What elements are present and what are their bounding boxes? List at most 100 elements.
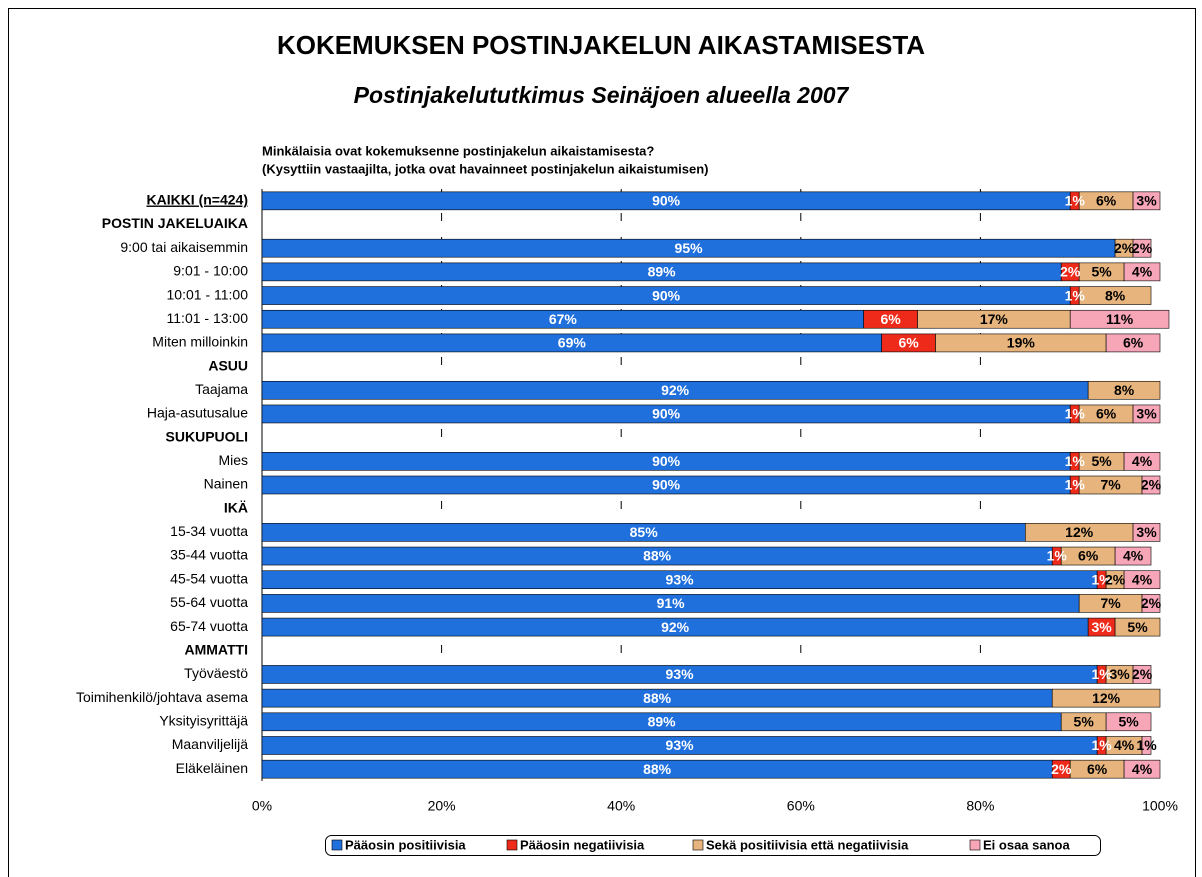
- value-label: 90%: [652, 406, 681, 422]
- frame: [8, 8, 1196, 877]
- bar-segment: [1141, 736, 1152, 755]
- y-tick-label: Haja-asutusalue: [147, 405, 248, 421]
- value-label: 89%: [648, 264, 677, 280]
- legend-swatch: [331, 839, 343, 851]
- value-label: 12%: [1092, 690, 1121, 706]
- x-tick-label: 0%: [252, 798, 272, 814]
- chart-title: KOKEMUKSEN POSTINJAKELUN AIKASTAMISESTA: [277, 30, 925, 60]
- chart-subtitle: Postinjakelututkimus Seinäjoen alueella …: [354, 82, 850, 108]
- value-label: 6%: [880, 311, 901, 327]
- x-tick-label: 20%: [428, 798, 456, 814]
- value-label: 1%: [1092, 571, 1113, 587]
- value-label: 1%: [1092, 737, 1113, 753]
- value-label: 1%: [1047, 548, 1068, 564]
- y-tick-label: SUKUPUOLI: [166, 428, 248, 444]
- value-label: 1%: [1136, 737, 1157, 753]
- value-label: 7%: [1100, 477, 1121, 493]
- bar-segment: [1132, 238, 1152, 258]
- bar-segment: [1123, 759, 1161, 779]
- value-label: 85%: [630, 524, 659, 540]
- value-label: 91%: [657, 595, 686, 611]
- bar-segment: [1141, 594, 1161, 613]
- value-label: 8%: [1114, 382, 1135, 398]
- y-tick-label: AMMATTI: [185, 641, 249, 657]
- value-label: 5%: [1118, 714, 1139, 730]
- value-label: 4%: [1132, 264, 1153, 280]
- value-label: 12%: [1065, 524, 1094, 540]
- legend-swatch: [969, 839, 981, 851]
- bar-segment: [1132, 191, 1161, 211]
- value-label: 2%: [1060, 264, 1081, 280]
- value-label: 6%: [1087, 761, 1108, 777]
- bar-segment: [1105, 712, 1152, 732]
- legend-swatch: [506, 839, 518, 851]
- value-label: 11%: [1106, 311, 1134, 327]
- value-label: 4%: [1132, 761, 1153, 777]
- value-label: 88%: [643, 761, 672, 777]
- bar-segment: [1123, 570, 1161, 590]
- y-tick-label: Eläkeläinen: [176, 760, 248, 776]
- bar-segment: [1051, 688, 1161, 708]
- value-label: 90%: [652, 287, 681, 303]
- legend-label: Pääosin negatiivisia: [520, 837, 645, 852]
- bar-segment: [1132, 523, 1161, 542]
- value-label: 8%: [1105, 287, 1126, 303]
- value-label: 4%: [1114, 737, 1135, 753]
- bar-segment: [1078, 286, 1152, 305]
- value-label: 95%: [675, 240, 704, 256]
- bar-segment: [1123, 262, 1161, 282]
- value-label: 3%: [1136, 406, 1157, 422]
- value-label: 2%: [1114, 240, 1135, 256]
- value-label: 1%: [1065, 406, 1086, 422]
- value-label: 2%: [1141, 595, 1162, 611]
- y-tick-label: 35-44 vuotta: [170, 547, 248, 563]
- bar-segment: [1087, 380, 1161, 400]
- y-tick-label: 45-54 vuotta: [170, 570, 248, 586]
- value-label: 1%: [1065, 287, 1086, 303]
- value-label: 2%: [1132, 666, 1153, 682]
- value-label: 93%: [666, 571, 695, 587]
- x-tick-label: 40%: [607, 798, 635, 814]
- value-label: 6%: [898, 335, 919, 351]
- value-label: 5%: [1074, 714, 1095, 730]
- value-label: 88%: [643, 690, 672, 706]
- y-tick-label: KAIKKI (n=424): [146, 192, 248, 208]
- y-tick-label: Yksityisyrittäjä: [159, 713, 248, 729]
- question: Minkälaisia ovat kokemuksenne postinjake…: [262, 143, 654, 158]
- value-label: 93%: [666, 737, 695, 753]
- value-label: 6%: [1078, 548, 1099, 564]
- legend: [325, 835, 1101, 856]
- value-label: 5%: [1127, 619, 1148, 635]
- bar-segment: [1114, 617, 1161, 637]
- value-label: 2%: [1141, 477, 1162, 493]
- x-tick-label: 60%: [787, 798, 815, 814]
- legend-label: Sekä positiivisia että negatiivisia: [706, 837, 909, 852]
- value-label: 1%: [1065, 453, 1086, 469]
- y-tick-label: Maanviljelijä: [172, 736, 248, 752]
- y-tick-label: Miten milloinkin: [152, 334, 248, 350]
- value-label: 6%: [1096, 406, 1117, 422]
- y-tick-label: 9:00 tai aikaisemmin: [120, 239, 248, 255]
- value-label: 5%: [1092, 264, 1113, 280]
- value-label: 3%: [1092, 619, 1113, 635]
- legend-label: Ei osaa sanoa: [983, 837, 1070, 852]
- bar-segment: [1132, 665, 1152, 684]
- value-label: 1%: [1065, 477, 1086, 493]
- value-label: 69%: [558, 335, 587, 351]
- y-tick-label: Taajama: [195, 381, 248, 397]
- value-label: 90%: [652, 477, 681, 493]
- bar-segment: [1069, 309, 1170, 329]
- value-label: 2%: [1132, 240, 1153, 256]
- legend-label: Pääosin positiivisia: [345, 837, 466, 852]
- value-label: 92%: [661, 619, 690, 635]
- value-label: 4%: [1132, 453, 1153, 469]
- y-tick-label: POSTIN JAKELUAIKA: [102, 215, 248, 231]
- value-label: 6%: [1096, 193, 1117, 209]
- y-tick-label: 11:01 - 13:00: [167, 310, 249, 326]
- value-label: 3%: [1109, 666, 1130, 682]
- y-tick-label: 55-64 vuotta: [170, 594, 248, 610]
- legend-swatch: [692, 839, 704, 851]
- x-tick-label: 80%: [966, 798, 994, 814]
- value-label: 19%: [1007, 335, 1036, 351]
